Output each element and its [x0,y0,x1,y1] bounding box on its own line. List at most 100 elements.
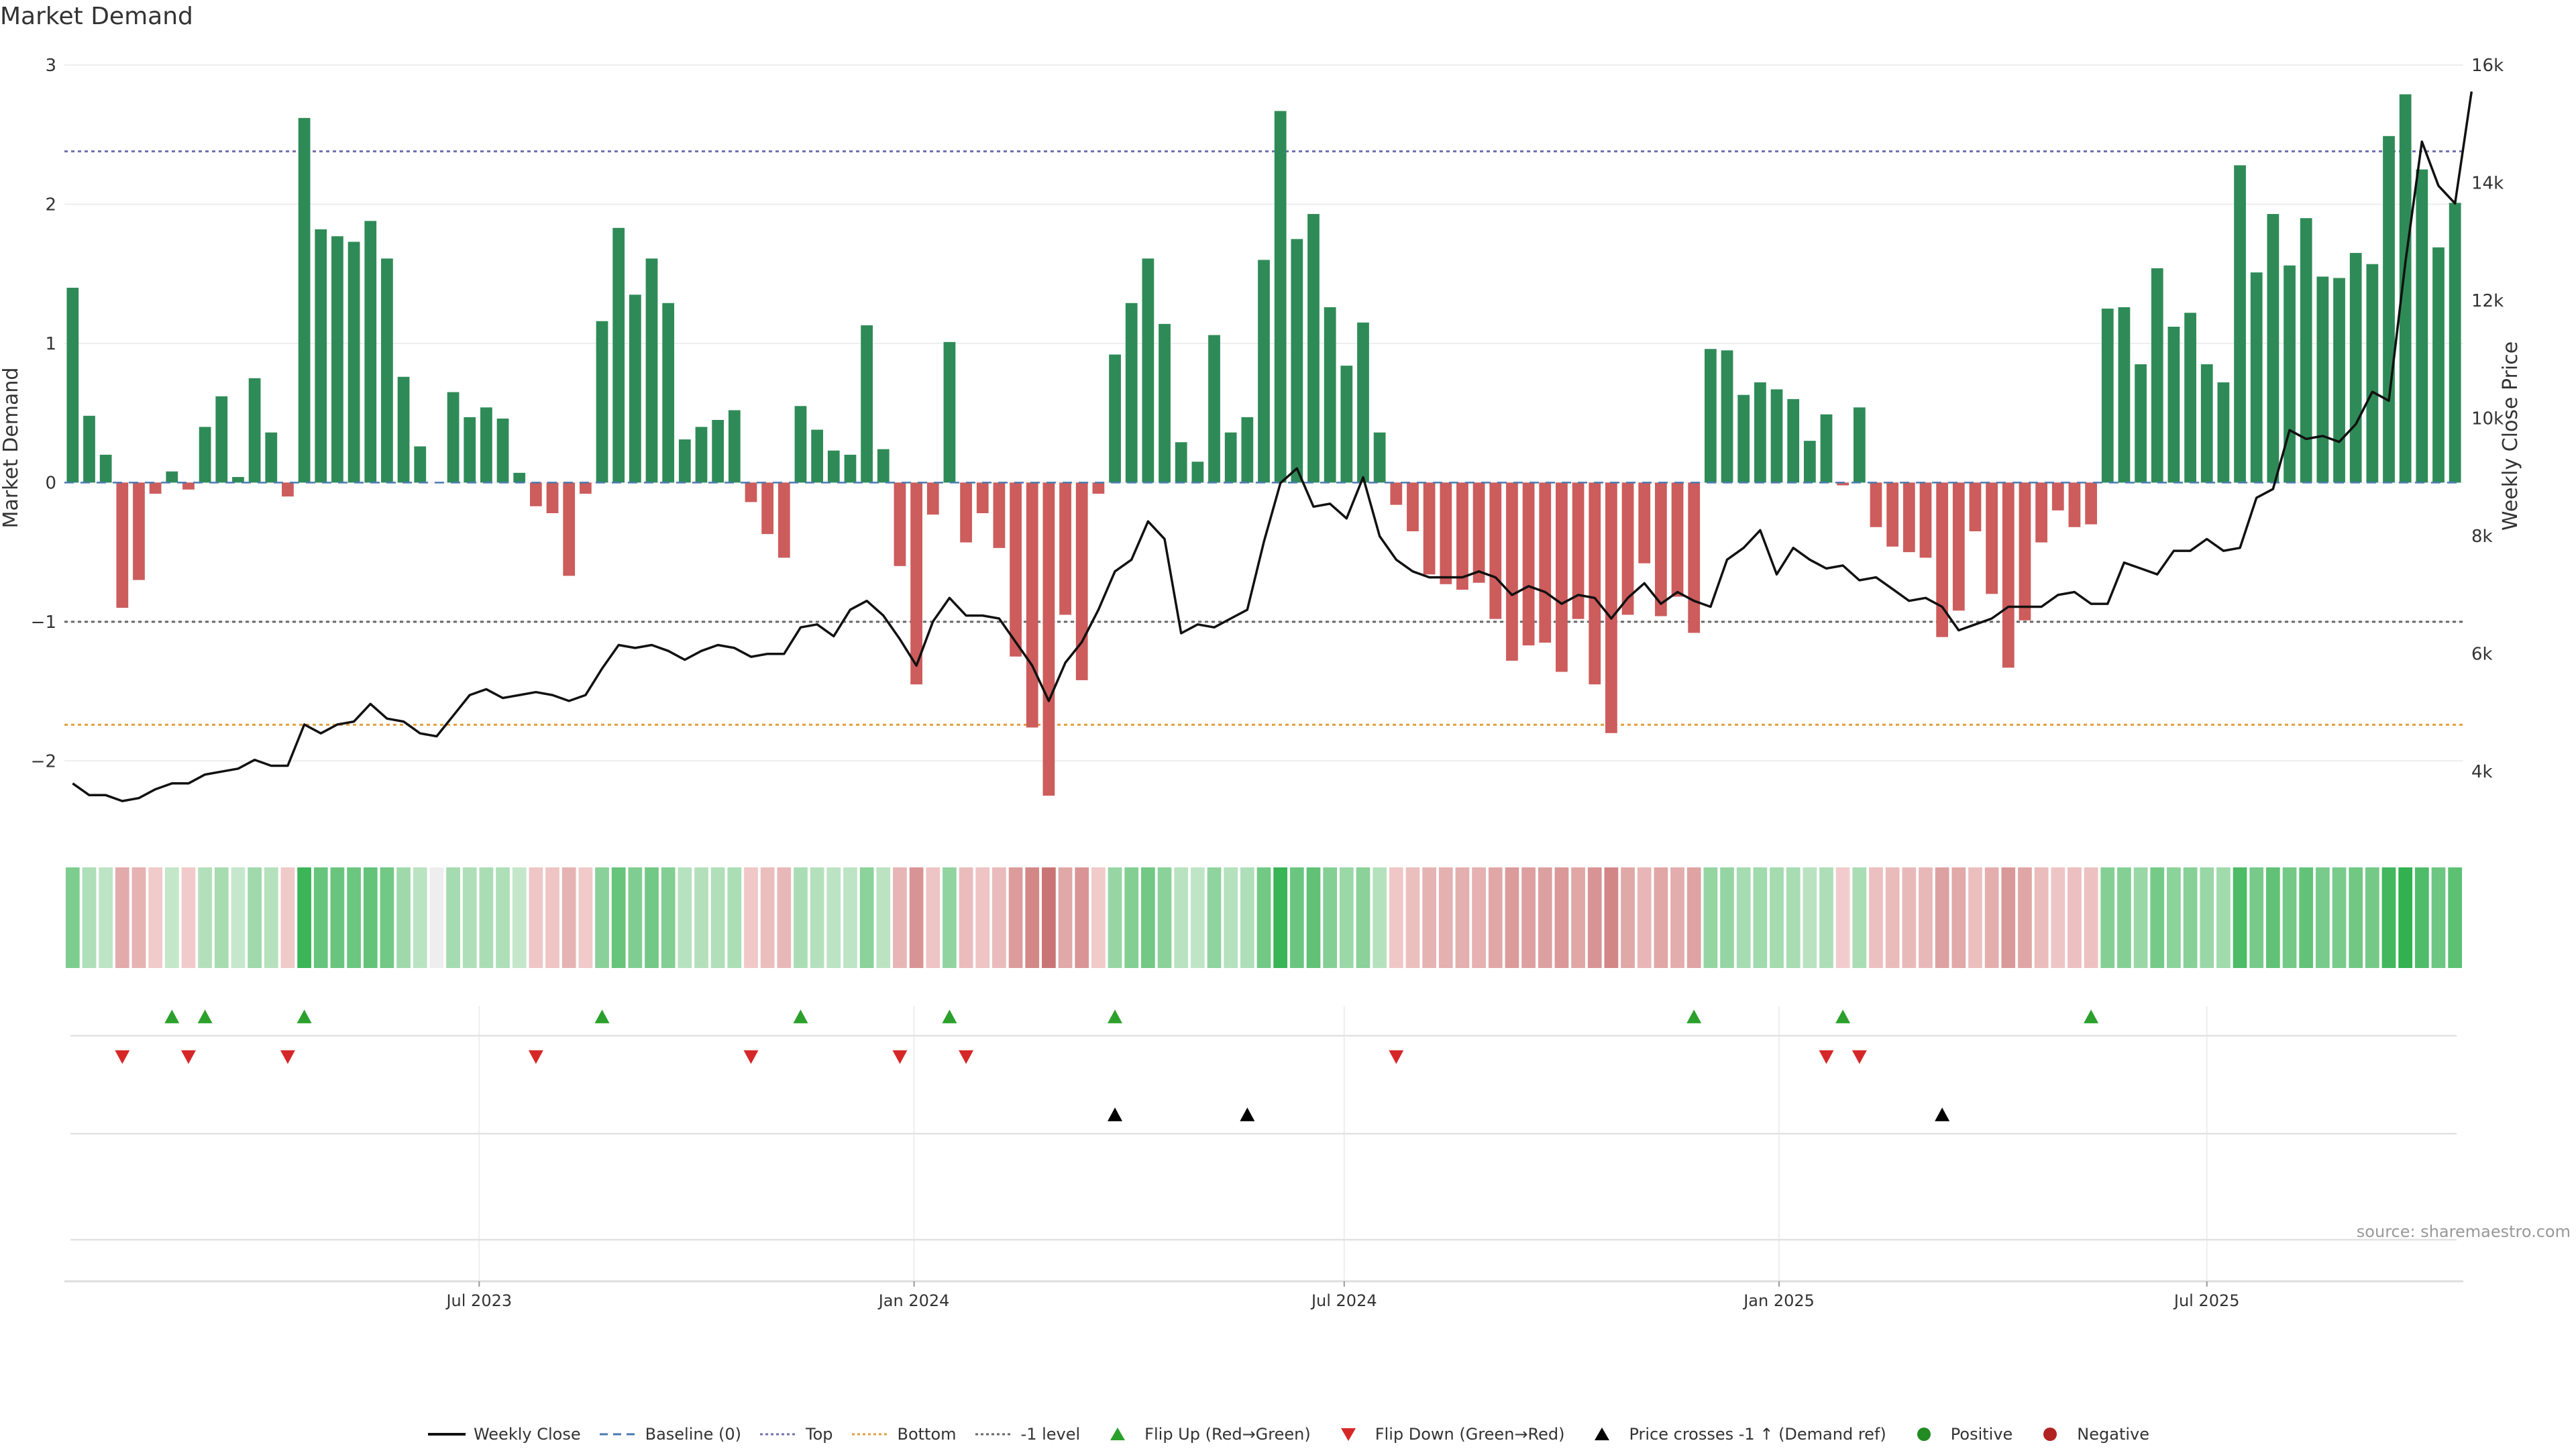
chart-legend: Weekly Close Baseline (0) Top Bottom -1 leve… [0,1425,2576,1444]
bar-negative [282,482,294,497]
heat-cell-positive [1373,867,1387,968]
bar-negative [993,482,1006,548]
heat-cell-positive [1240,867,1254,968]
flip-up-marker [1686,1010,1702,1024]
heat-cell-negative [2068,867,2082,968]
heat-cell-negative [1438,867,1453,968]
legend-item: Price crosses -1 ↑ (Demand ref) [1582,1425,1886,1444]
bar-positive [364,221,377,483]
legend-item: Bottom [851,1425,957,1444]
bar-positive [2449,203,2461,483]
bar-positive [827,450,840,483]
heat-cell-positive [2266,867,2280,968]
bar-negative [1986,482,1998,594]
bar-positive [1125,303,1138,483]
bar-positive [298,117,311,483]
bar-negative [2019,482,2031,621]
heat-cell-negative [1058,867,1073,968]
heat-cell-negative [561,867,576,968]
bar-negative [546,482,559,514]
heat-cell-positive [65,867,80,968]
heat-cell-positive [1256,867,1271,968]
bar-negative [1572,482,1585,619]
heat-cell-negative [1670,867,1684,968]
bar-positive [1241,417,1254,483]
heat-cell-positive [1141,867,1155,968]
legend-label: Flip Up (Red→Green) [1144,1425,1311,1444]
bar-negative [1472,482,1485,583]
flip-up-marker [297,1010,312,1024]
legend-key-icon [1904,1426,1944,1442]
y-axis-title: Market Demand [0,368,23,529]
heat-cell-negative [578,867,593,968]
heat-cell-positive [826,867,841,968]
bar-positive [2399,94,2412,483]
bar-positive [83,415,95,483]
legend-key-icon [1328,1426,1368,1442]
heat-cell-positive [943,867,957,968]
x-tick-label: Jul 2023 [445,1291,512,1310]
bar-positive [2333,278,2345,483]
heat-cell-negative [1686,867,1701,968]
heat-cell-negative [975,867,990,968]
heat-cell-negative [1902,867,1917,968]
heat-cell-negative [1472,867,1486,968]
y2-tick-label: 14k [2471,174,2504,194]
heat-cell-positive [2233,867,2247,968]
bar-positive [1737,394,1750,483]
y2-tick-label: 8k [2471,527,2493,547]
heat-cell-positive [611,867,626,968]
legend-key-icon [974,1426,1014,1442]
heat-cell-positive [1323,867,1338,968]
bar-negative [926,482,939,515]
heat-cell-positive [876,867,891,968]
bar-negative [1489,482,1502,619]
flip-down-marker [180,1050,196,1064]
bar-negative [777,482,790,558]
heat-cell-negative [1389,867,1403,968]
bar-positive [2366,264,2379,483]
bar-positive [861,325,873,483]
bar-negative [182,482,195,490]
bar-negative [2002,482,2015,668]
heat-cell-positive [2448,867,2463,968]
heat-cell-positive [413,867,427,968]
bar-positive [1373,432,1386,483]
y-tick-label: 2 [45,195,56,215]
legend-key-icon [427,1426,467,1442]
legend-label: Flip Down (Green→Red) [1375,1425,1565,1444]
heat-cell-negative [1637,867,1652,968]
flip-down-marker [1819,1050,1834,1064]
heat-cell-positive [2200,867,2214,968]
heat-cell-negative [909,867,924,968]
heat-cell-negative [1835,867,1850,968]
heat-cell-positive [2167,867,2181,968]
heat-cell-negative [529,867,543,968]
heat-cell-negative [2018,867,2032,968]
heat-cell-positive [2249,867,2264,968]
heat-cell-negative [1935,867,1949,968]
heat-cell-negative [1885,867,1900,968]
bar-positive [1307,213,1320,483]
flip-down-marker [959,1050,974,1064]
heat-cell-positive [710,867,725,968]
bar-negative [1390,482,1403,505]
bar-negative [1042,482,1055,796]
y-tick-label: −1 [31,612,56,633]
heat-cell-positive [1852,867,1867,968]
heat-cell-positive [1803,867,1817,968]
heat-cell-negative [1554,867,1569,968]
x-tick-label: Jan 2025 [1742,1291,1815,1310]
bar-positive [1787,398,1800,483]
bar-negative [1556,482,1568,672]
heat-cell-positive [859,867,874,968]
bar-negative [960,482,972,543]
bar-positive [2383,136,2395,483]
bar-positive [662,303,675,483]
heat-cell-negative [744,867,758,968]
heat-cell-positive [1720,867,1734,968]
heat-cell-positive [479,867,494,968]
bar-positive [215,396,228,483]
heat-cell-negative [1008,867,1023,968]
heat-cell-positive [82,867,97,968]
